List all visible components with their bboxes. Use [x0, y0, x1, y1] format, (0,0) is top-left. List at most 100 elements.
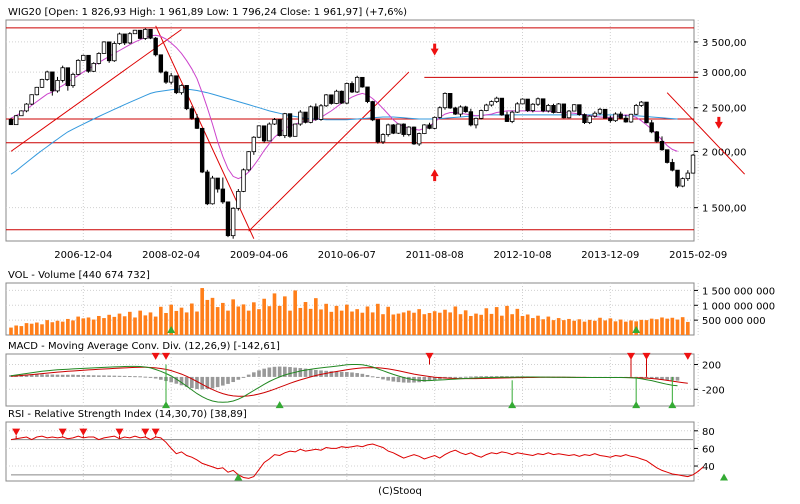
candle-body	[556, 103, 561, 113]
macd-histogram-bar	[660, 376, 664, 380]
macd-histogram-bar	[148, 376, 153, 378]
sell-marker-icon	[115, 428, 124, 436]
volume-bar	[24, 323, 29, 335]
volume-bar	[536, 315, 540, 335]
candle-body	[675, 169, 680, 187]
volume-bar	[422, 314, 427, 335]
sell-marker-icon	[12, 428, 21, 436]
volume-bar	[190, 303, 194, 335]
price-x-tick-label: 2012-10-08	[493, 250, 551, 261]
volume-bar	[112, 316, 117, 335]
up-marker-icon	[632, 326, 641, 333]
candle-body	[680, 178, 685, 187]
candle-body	[587, 115, 592, 124]
volume-bar	[551, 320, 556, 335]
price-x-tick-label: 2006-12-04	[54, 250, 112, 261]
macd-histogram-bar	[288, 367, 292, 377]
candle-body	[608, 117, 613, 122]
price-header: WIG20 [Open: 1 826,93 High: 1 961,89 Low…	[8, 7, 407, 18]
macd-histogram-bar	[179, 376, 184, 386]
volume-bar	[675, 319, 680, 335]
macd-histogram-bar	[226, 376, 230, 384]
volume-bar	[226, 310, 230, 335]
macd-histogram-bar	[221, 376, 225, 386]
rsi-header: RSI - Relative Strength Index (14,30,70)…	[8, 409, 247, 420]
volume-bar	[427, 313, 432, 335]
macd-histogram-bar	[649, 376, 654, 379]
macd-histogram-bar	[314, 369, 318, 377]
candle-body	[122, 33, 127, 44]
macd-histogram-bar	[133, 376, 137, 378]
macd-histogram-bar	[329, 371, 334, 377]
candle-body	[205, 171, 210, 205]
candle-body	[349, 83, 355, 93]
moving-average-slow-line	[10, 88, 678, 175]
candle-body	[499, 97, 505, 116]
candle-body	[437, 107, 443, 118]
buy-marker-icon	[162, 401, 170, 409]
volume-bar	[598, 317, 602, 335]
trend-line	[248, 71, 410, 232]
macd-histogram-bar	[24, 374, 29, 377]
candle-body	[96, 53, 102, 64]
volume-bar	[618, 319, 623, 335]
candle-body	[396, 123, 401, 134]
volume-bar	[474, 313, 478, 335]
candle-body	[468, 111, 474, 126]
macd-histogram-bar	[257, 370, 261, 377]
macd-histogram-bar	[500, 376, 504, 378]
buy-marker-icon	[508, 401, 517, 409]
volume-bar	[236, 306, 241, 335]
volume-bar	[665, 318, 669, 335]
macd-histogram-bar	[360, 373, 365, 377]
macd-histogram-bar	[303, 368, 308, 377]
volume-bar	[128, 311, 132, 335]
candle-body	[39, 78, 45, 88]
macd-histogram-bar	[45, 374, 49, 377]
buy-marker-icon	[234, 473, 243, 481]
macd-histogram-bar	[484, 376, 489, 378]
volume-bar	[257, 309, 261, 335]
up-marker-icon	[167, 326, 176, 333]
volume-bar	[241, 304, 246, 335]
sell-marker-icon	[58, 428, 67, 436]
candle-body	[685, 172, 691, 180]
candle-body	[447, 93, 453, 109]
volume-tick-label: 1 500 000 000	[702, 286, 775, 297]
volume-bar	[81, 318, 86, 335]
macd-panel-frame	[5, 353, 695, 407]
candle-body	[184, 85, 189, 110]
macd-histogram-bar	[60, 374, 65, 377]
candle-body	[127, 33, 133, 44]
macd-histogram-bar	[298, 368, 303, 377]
volume-bar	[66, 318, 70, 335]
volume-bar	[376, 303, 380, 335]
price-x-tick-label: 2013-12-09	[581, 250, 639, 261]
volume-bar	[159, 306, 163, 335]
volume-bar	[479, 314, 483, 335]
candle-body	[60, 67, 65, 81]
candle-body	[329, 94, 334, 104]
candle-body	[158, 54, 164, 73]
candle-body	[370, 101, 375, 121]
macd-histogram-bar	[246, 374, 251, 377]
volume-bar	[432, 311, 437, 335]
macd-histogram-bar	[231, 376, 235, 383]
candle-body	[65, 67, 71, 87]
macd-histogram-bar	[200, 376, 204, 390]
macd-tick-label: 200	[702, 361, 721, 372]
macd-histogram-bar	[71, 374, 75, 377]
candle-body	[220, 188, 226, 203]
candle-body	[246, 151, 251, 171]
volume-bar	[510, 314, 514, 335]
candle-body	[365, 86, 370, 102]
volume-bar	[14, 325, 18, 335]
macd-histogram-bar	[40, 374, 44, 377]
volume-bar	[97, 315, 101, 335]
sell-marker-icon	[141, 428, 150, 436]
macd-tick-label: -200	[702, 385, 725, 396]
macd-header: MACD - Moving Average Conv. Div. (12,26,…	[8, 341, 280, 352]
macd-histogram-bar	[448, 376, 452, 379]
candle-body	[13, 115, 19, 126]
